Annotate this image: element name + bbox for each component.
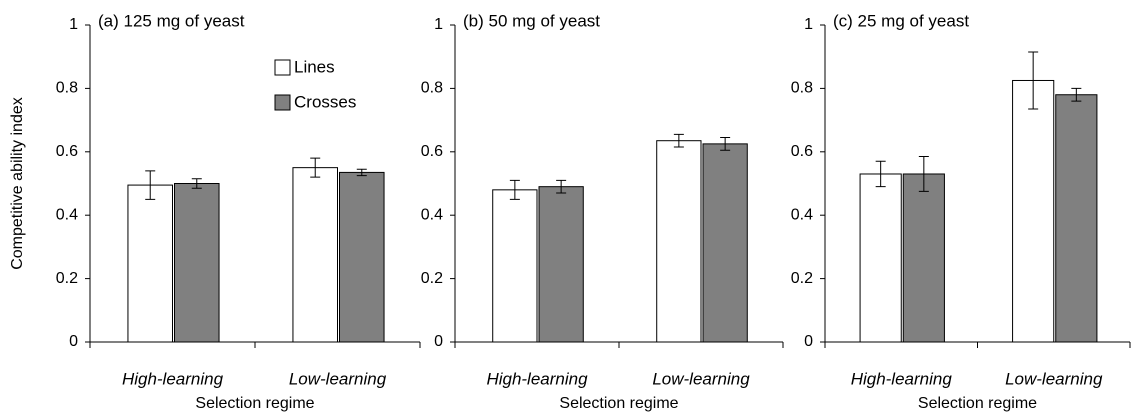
legend-swatch bbox=[274, 94, 291, 111]
x-axis-label: Selection regime bbox=[559, 395, 678, 412]
bar bbox=[656, 140, 702, 343]
y-tick-label: 0.2 bbox=[421, 270, 443, 287]
x-tick-label: Low-learning bbox=[1005, 369, 1103, 388]
y-tick-label: 0.6 bbox=[791, 143, 813, 160]
bar bbox=[127, 184, 173, 343]
bar bbox=[292, 167, 339, 343]
bar bbox=[1012, 79, 1055, 343]
y-tick-label: 0.2 bbox=[791, 270, 813, 287]
y-tick-label: 1 bbox=[434, 16, 443, 33]
error-bar bbox=[1071, 87, 1082, 102]
y-tick-label: 1 bbox=[804, 16, 813, 33]
panel-title: (c) 25 mg of yeast bbox=[833, 11, 969, 30]
error-bar bbox=[145, 170, 156, 200]
error-bar bbox=[310, 157, 321, 178]
legend-label: Lines bbox=[294, 57, 335, 76]
y-tick-label: 0 bbox=[434, 333, 443, 350]
bar bbox=[702, 143, 748, 343]
y-tick-label: 0 bbox=[804, 333, 813, 350]
legend-swatch bbox=[274, 59, 291, 76]
error-bar bbox=[1028, 51, 1039, 110]
bar bbox=[538, 186, 584, 343]
y-axis-label: Competitive ability index bbox=[9, 97, 26, 270]
x-tick-label: High-learning bbox=[486, 369, 588, 388]
y-tick-label: 0.2 bbox=[56, 270, 78, 287]
bar bbox=[902, 173, 945, 343]
y-tick-label: 0.8 bbox=[56, 80, 78, 97]
error-bar bbox=[191, 178, 202, 189]
y-tick-label: 0.6 bbox=[56, 143, 78, 160]
panel-title: (b) 50 mg of yeast bbox=[463, 11, 600, 30]
y-tick-label: 0.4 bbox=[56, 206, 78, 223]
y-tick-label: 0.4 bbox=[791, 206, 813, 223]
y-tick-label: 0.8 bbox=[791, 80, 813, 97]
x-tick-label: Low-learning bbox=[652, 369, 750, 388]
x-tick-label: High-learning bbox=[851, 369, 953, 388]
error-bar bbox=[673, 133, 684, 148]
bar bbox=[339, 171, 385, 343]
error-bar bbox=[556, 179, 567, 194]
error-bar bbox=[918, 156, 929, 192]
error-bar bbox=[509, 179, 520, 200]
y-tick-label: 0.4 bbox=[421, 206, 443, 223]
x-axis-label: Selection regime bbox=[195, 395, 314, 412]
panel-title: (a) 125 mg of yeast bbox=[98, 11, 245, 30]
bar bbox=[1055, 94, 1098, 343]
bar bbox=[492, 189, 538, 343]
error-bar bbox=[356, 168, 367, 177]
error-bar bbox=[720, 137, 731, 151]
y-tick-label: 1 bbox=[69, 16, 78, 33]
bar bbox=[174, 183, 220, 343]
x-axis-label: Selection regime bbox=[918, 395, 1037, 412]
bar bbox=[859, 173, 902, 343]
y-tick-label: 0.8 bbox=[421, 80, 443, 97]
error-bar bbox=[875, 160, 886, 188]
y-tick-label: 0.6 bbox=[421, 143, 443, 160]
x-tick-label: High-learning bbox=[122, 369, 224, 388]
y-tick-label: 0 bbox=[69, 333, 78, 350]
x-tick-label: Low-learning bbox=[289, 369, 387, 388]
legend-label: Crosses bbox=[294, 92, 356, 111]
